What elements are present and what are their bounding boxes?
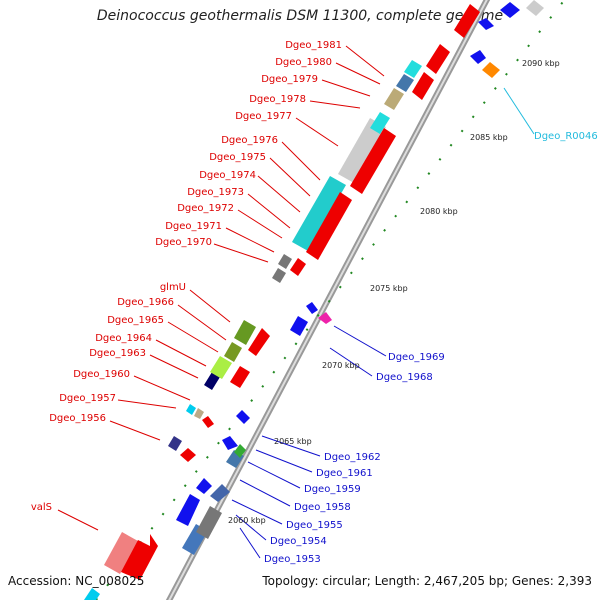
gene-marker[interactable] <box>500 2 520 18</box>
tick-label: 2065 kbp <box>274 437 312 446</box>
gene-marker[interactable] <box>210 484 230 502</box>
gene-marker[interactable] <box>278 254 292 269</box>
gene-marker[interactable] <box>396 74 414 92</box>
label-connectors <box>57 45 535 559</box>
gene-marker[interactable] <box>236 410 250 424</box>
gene-marker[interactable] <box>338 118 386 183</box>
gene-label[interactable]: Dgeo_1973 <box>187 187 244 198</box>
scale-ticks: 2060 kbp 2065 kbp 2070 kbp 2075 kbp 2080… <box>228 59 560 525</box>
gene-marker[interactable] <box>482 62 500 78</box>
gene-marker[interactable] <box>404 60 422 78</box>
genome-summary-text: Topology: circular; Length: 2,467,205 bp… <box>262 574 592 588</box>
gene-marker[interactable] <box>168 436 182 451</box>
forward-strand-features <box>84 4 480 600</box>
gene-marker[interactable] <box>186 404 196 415</box>
gene-marker[interactable] <box>224 342 242 362</box>
tick-label: 2075 kbp <box>370 284 408 293</box>
gene-label[interactable]: Dgeo_1981 <box>285 40 342 51</box>
forward-gene-labels: valS Dgeo_1956 Dgeo_1957 Dgeo_1960 Dgeo_… <box>31 40 342 513</box>
tick-label: 2080 kbp <box>420 207 458 216</box>
gene-marker[interactable] <box>290 258 306 276</box>
gene-label[interactable]: Dgeo_1976 <box>221 135 278 146</box>
gene-label[interactable]: Dgeo_1964 <box>95 333 152 344</box>
gene-marker[interactable] <box>234 320 256 345</box>
gene-label[interactable]: Dgeo_1954 <box>270 536 327 547</box>
genome-backbone <box>165 0 491 600</box>
gene-label[interactable]: Dgeo_1962 <box>324 452 381 463</box>
reverse-gene-labels: Dgeo_1953 Dgeo_1954 Dgeo_1955 Dgeo_1958 … <box>264 352 445 565</box>
gene-label[interactable]: Dgeo_1968 <box>376 372 433 383</box>
gene-marker[interactable] <box>290 316 308 336</box>
tick-label: 2070 kbp <box>322 361 360 370</box>
gene-marker[interactable] <box>194 408 204 419</box>
gene-valS-block[interactable] <box>104 532 138 574</box>
gene-label[interactable]: Dgeo_1965 <box>107 315 164 326</box>
gene-marker[interactable] <box>412 72 434 100</box>
gene-label[interactable]: Dgeo_1972 <box>177 203 234 214</box>
gene-label[interactable]: Dgeo_1977 <box>235 111 292 122</box>
gene-label[interactable]: Dgeo_1966 <box>117 297 174 308</box>
gene-marker[interactable] <box>454 4 480 38</box>
reverse-strand-features <box>176 0 544 555</box>
gene-label[interactable]: Dgeo_1963 <box>89 348 146 359</box>
gene-marker[interactable] <box>230 366 250 388</box>
gene-label[interactable]: valS <box>31 502 52 513</box>
gene-marker[interactable] <box>370 112 390 134</box>
gene-label[interactable]: Dgeo_1961 <box>316 468 373 479</box>
gene-marker[interactable] <box>526 0 544 16</box>
gene-marker[interactable] <box>222 436 238 450</box>
gene-marker[interactable] <box>272 268 286 283</box>
gene-label[interactable]: Dgeo_1980 <box>275 57 332 68</box>
gene-marker[interactable] <box>196 506 222 539</box>
gene-label[interactable]: Dgeo_1959 <box>304 484 361 495</box>
gene-label[interactable]: Dgeo_1969 <box>388 352 445 363</box>
gene-marker[interactable] <box>234 444 246 458</box>
tick-label: 2090 kbp <box>522 59 560 68</box>
gene-marker[interactable] <box>248 328 270 356</box>
gene-label[interactable]: Dgeo_1974 <box>199 170 256 181</box>
gene-marker[interactable] <box>292 176 346 251</box>
gene-label[interactable]: Dgeo_1955 <box>286 520 343 531</box>
gene-label[interactable]: Dgeo_1971 <box>165 221 222 232</box>
gene-marker[interactable] <box>202 416 214 428</box>
map-title: Deinococcus geothermalis DSM 11300, comp… <box>96 8 504 24</box>
gene-marker[interactable] <box>84 588 100 600</box>
gene-valS-arrow[interactable] <box>121 534 158 580</box>
gene-marker[interactable] <box>470 50 486 64</box>
accession-text: Accession: NC_008025 <box>8 574 145 588</box>
gene-marker[interactable] <box>306 192 352 260</box>
gene-label[interactable]: Dgeo_1979 <box>261 74 318 85</box>
gene-label[interactable]: Dgeo_1958 <box>294 502 351 513</box>
gene-label[interactable]: Dgeo_1960 <box>73 369 130 380</box>
gene-marker[interactable] <box>210 356 232 379</box>
gene-marker[interactable] <box>180 448 196 462</box>
gene-label[interactable]: Dgeo_1978 <box>249 94 306 105</box>
gene-marker[interactable] <box>306 302 318 314</box>
tick-label: 2060 kbp <box>228 516 266 525</box>
gene-marker[interactable] <box>176 494 200 526</box>
gene-marker[interactable] <box>204 372 220 390</box>
tick-label: 2085 kbp <box>470 133 508 142</box>
gene-label[interactable]: Dgeo_1975 <box>209 152 266 163</box>
rna-gene-label[interactable]: Dgeo_R0046 <box>534 131 598 142</box>
gene-label[interactable]: glmU <box>160 282 186 293</box>
gene-marker[interactable] <box>350 128 396 194</box>
gene-label[interactable]: Dgeo_1970 <box>155 237 212 248</box>
gene-marker[interactable] <box>196 478 212 494</box>
gene-label[interactable]: Dgeo_1956 <box>49 413 106 424</box>
gene-marker[interactable] <box>426 44 450 74</box>
gene-label[interactable]: Dgeo_1953 <box>264 554 321 565</box>
gene-marker[interactable] <box>384 88 404 110</box>
gene-marker[interactable] <box>318 312 332 324</box>
gene-label[interactable]: Dgeo_1957 <box>59 393 116 404</box>
gene-marker[interactable] <box>478 18 494 30</box>
